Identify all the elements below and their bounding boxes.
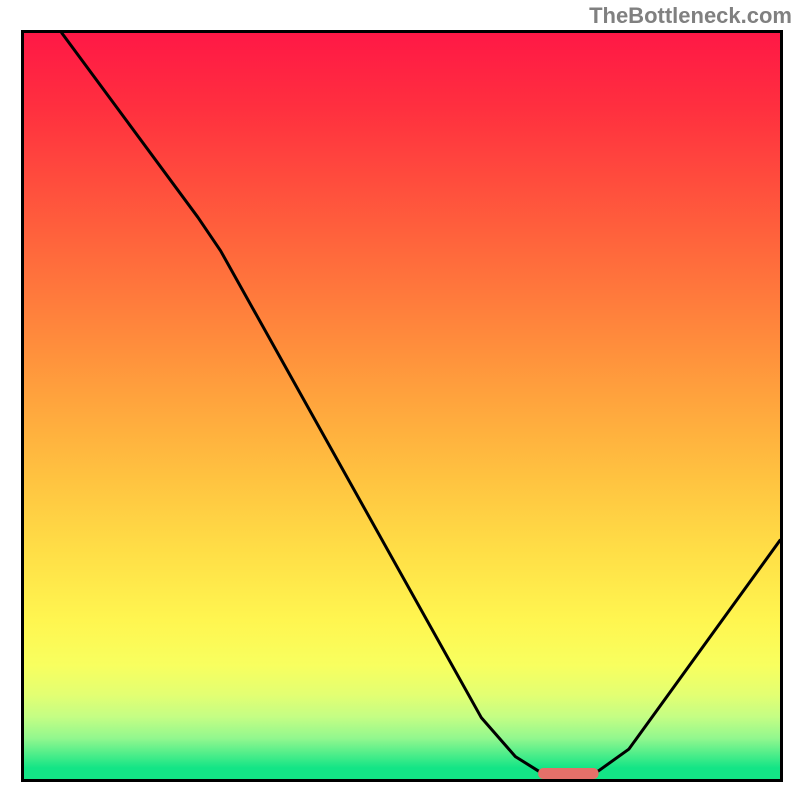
chart-plot-area xyxy=(21,30,783,782)
chart-svg-layer xyxy=(24,33,780,779)
bottleneck-curve xyxy=(62,33,780,775)
optimal-marker xyxy=(538,768,599,779)
watermark-text: TheBottleneck.com xyxy=(589,3,792,29)
